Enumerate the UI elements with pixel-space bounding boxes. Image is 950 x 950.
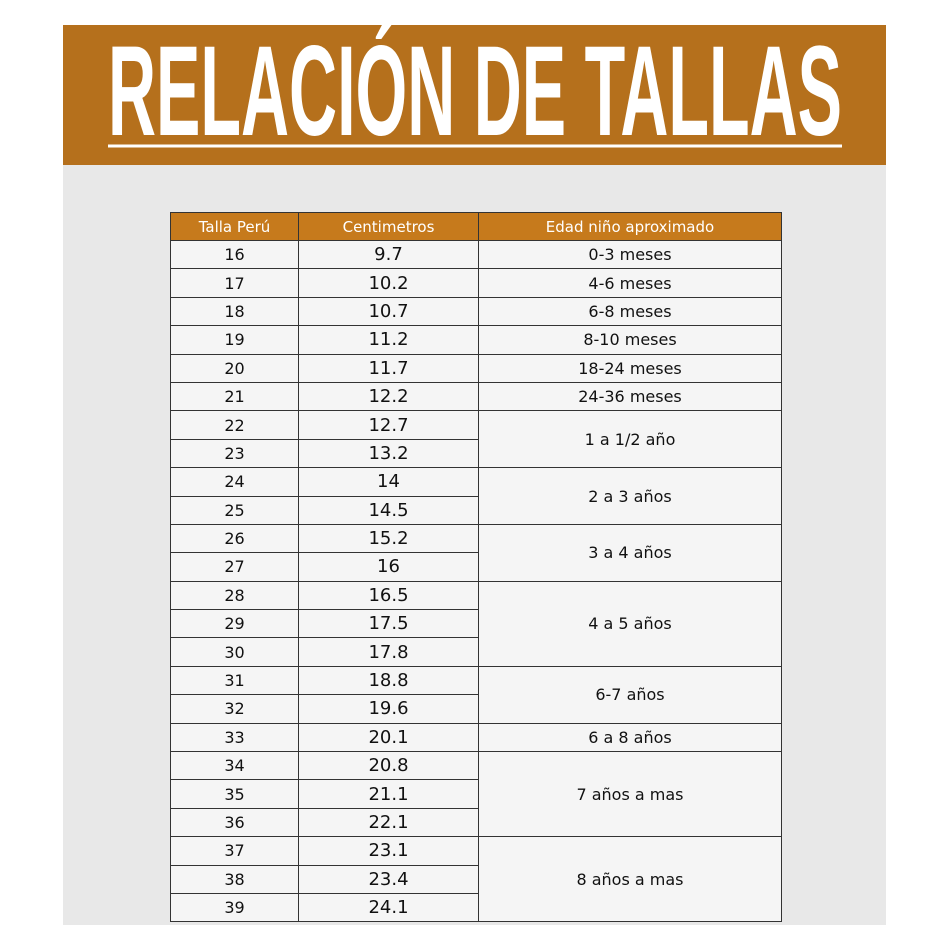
size-cell: 37 [170, 836, 299, 866]
table-row: 20 11.7 18-24 meses [170, 353, 782, 383]
cm-cell: 18.8 [298, 665, 479, 696]
size-cell: 34 [170, 751, 299, 781]
header-row: Talla Perú Centimetros Edad niño aproximad… [170, 212, 782, 241]
age-cell: 24-36 meses [478, 381, 782, 412]
title-svg: RELACIÓN DE TALLAS [108, 20, 842, 163]
size-cell: 25 [170, 495, 299, 525]
table-row: 36 22.1 [170, 807, 782, 838]
age-cell: 6-7 años [478, 665, 782, 724]
age-cell: 4-6 meses [478, 268, 782, 298]
cm-cell: 13.2 [298, 438, 479, 469]
table-row: 26 15.2 3 a 4 años [170, 523, 782, 582]
size-cell: 35 [170, 779, 299, 809]
table-row: 31 18.8 6-7 años [170, 665, 782, 724]
size-cell: 32 [170, 694, 299, 724]
table-body: 16 9.7 0-3 meses 17 10.2 4-6 meses 18 10.7 6-8 m… [170, 239, 782, 923]
table-row: 32 19.6 [170, 694, 782, 724]
table-row: 35 21.1 [170, 779, 782, 809]
size-cell: 19 [170, 325, 299, 355]
size-cell: 38 [170, 864, 299, 894]
size-cell: 30 [170, 637, 299, 667]
table-row: 23 13.2 [170, 438, 782, 469]
cm-cell: 16.5 [298, 580, 479, 611]
table-row: 29 17.5 [170, 609, 782, 639]
cm-cell: 17.8 [298, 637, 479, 667]
title: RELACIÓN DE TALLAS [108, 25, 842, 163]
table-row: 17 10.2 4-6 meses [170, 268, 782, 298]
cm-cell: 17.5 [298, 609, 479, 639]
cm-cell: 20.8 [298, 751, 479, 781]
table-row: 33 20.1 6 a 8 años [170, 722, 782, 753]
cm-cell: 24.1 [298, 892, 479, 923]
cm-cell: 15.2 [298, 523, 479, 554]
cm-cell: 10.2 [298, 268, 479, 298]
cm-cell: 21.1 [298, 779, 479, 809]
table-row: 30 17.8 [170, 637, 782, 667]
table-row: 39 24.1 [170, 892, 782, 923]
cm-cell: 16 [298, 552, 479, 582]
age-cell: 2 a 3 años [478, 467, 782, 525]
cm-cell: 12.7 [298, 410, 479, 440]
size-cell: 33 [170, 722, 299, 753]
age-cell: 1 a 1/2 año [478, 410, 782, 469]
cm-cell: 14 [298, 467, 479, 497]
table-row: 18 10.7 6-8 meses [170, 296, 782, 327]
cm-cell: 11.2 [298, 325, 479, 355]
cm-cell: 11.7 [298, 353, 479, 383]
table-row: 34 20.8 7 años a mas [170, 751, 782, 838]
table-row: 28 16.5 4 a 5 años [170, 580, 782, 667]
age-cell: 6 a 8 años [478, 722, 782, 753]
age-cell: 8 años a mas [478, 836, 782, 923]
table-row: 21 12.2 24-36 meses [170, 381, 782, 412]
age-cell: 8-10 meses [478, 325, 782, 355]
table-row: 38 23.4 [170, 864, 782, 894]
age-cell: 4 a 5 años [478, 580, 782, 667]
size-cell: 27 [170, 552, 299, 582]
table-row: 37 23.1 8 años a mas [170, 836, 782, 923]
age-cell: 0-3 meses [478, 239, 782, 270]
size-cell: 39 [170, 892, 299, 923]
size-cell: 26 [170, 523, 299, 554]
cm-cell: 20.1 [298, 722, 479, 753]
age-cell: 3 a 4 años [478, 523, 782, 582]
size-cell: 18 [170, 296, 299, 327]
size-cell: 21 [170, 381, 299, 412]
cm-cell: 19.6 [298, 694, 479, 724]
size-cell: 24 [170, 467, 299, 497]
age-cell: 18-24 meses [478, 353, 782, 383]
size-cell: 20 [170, 353, 299, 383]
size-cell: 16 [170, 239, 299, 270]
size-cell: 22 [170, 410, 299, 440]
table-row: 16 9.7 0-3 meses [170, 239, 782, 270]
cm-cell: 23.1 [298, 836, 479, 866]
cm-cell: 9.7 [298, 239, 479, 270]
size-cell: 23 [170, 438, 299, 469]
cm-cell: 14.5 [298, 495, 479, 525]
size-cell: 17 [170, 268, 299, 298]
column-header: Talla Perú [170, 212, 299, 241]
size-cell: 36 [170, 807, 299, 838]
age-cell: 7 años a mas [478, 751, 782, 838]
cm-cell: 12.2 [298, 381, 479, 412]
cm-cell: 23.4 [298, 864, 479, 894]
size-cell: 29 [170, 609, 299, 639]
table-row: 22 12.7 1 a 1/2 año [170, 410, 782, 469]
table-row: 25 14.5 [170, 495, 782, 525]
size-cell: 28 [170, 580, 299, 611]
size-table: Talla Perú Centimetros Edad niño aproximad… [170, 212, 782, 923]
table-row: 24 14 2 a 3 años [170, 467, 782, 525]
table-row: 19 11.2 8-10 meses [170, 325, 782, 355]
title-banner: RELACIÓN DE TALLAS [63, 20, 886, 165]
size-cell: 31 [170, 665, 299, 696]
column-header: Edad niño aproximado [478, 212, 782, 241]
table-row: 27 16 [170, 552, 782, 582]
cm-cell: 22.1 [298, 807, 479, 838]
cm-cell: 10.7 [298, 296, 479, 327]
column-header: Centimetros [298, 212, 479, 241]
age-cell: 6-8 meses [478, 296, 782, 327]
